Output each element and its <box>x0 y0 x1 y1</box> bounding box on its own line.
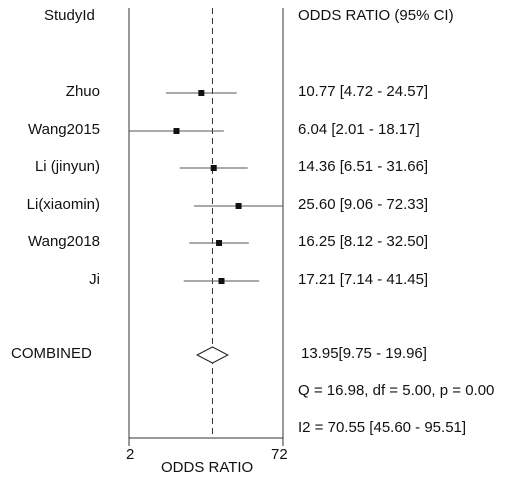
x-tick-max: 72 <box>271 446 288 463</box>
ci-text-4: 25.60 [9.06 - 72.33] <box>298 196 429 213</box>
heterogeneity-q: Q = 16.98, df = 5.00, p = 0.00 <box>298 382 495 399</box>
ci-text-6: 17.21 [7.14 - 41.45] <box>298 271 429 288</box>
heterogeneity-i2: I2 = 70.55 [45.60 - 95.51] <box>298 419 467 436</box>
x-axis-label: ODDS RATIO <box>161 459 254 476</box>
ci-text-5: 16.25 [8.12 - 32.50] <box>298 233 429 250</box>
ci-text-3: 14.36 [6.51 - 31.66] <box>298 158 429 175</box>
point-estimate-1 <box>198 90 205 96</box>
combined-label: COMBINED <box>11 345 92 362</box>
x-tick-min: 2 <box>126 446 135 463</box>
point-estimate-2 <box>173 128 180 134</box>
ci-text-1: 10.77 [4.72 - 24.57] <box>298 83 429 100</box>
study-label-6: Ji <box>89 271 100 288</box>
combined-ci-text: 13.95[9.75 - 19.96] <box>301 345 427 362</box>
study-label-4: Li(xiaomin) <box>26 196 100 213</box>
point-estimate-5 <box>216 240 223 246</box>
point-estimate-4 <box>235 203 242 209</box>
study-label-1: Zhuo <box>65 83 100 100</box>
combined-diamond <box>195 346 229 364</box>
study-header: StudyId <box>44 7 95 24</box>
study-label-5: Wang2018 <box>28 233 100 250</box>
study-label-3: Li (jinyun) <box>34 158 100 175</box>
point-estimate-3 <box>210 165 217 171</box>
ci-text-2: 6.04 [2.01 - 18.17] <box>298 121 420 138</box>
ci-header: ODDS RATIO (95% CI) <box>298 7 454 24</box>
study-label-2: Wang2015 <box>28 121 100 138</box>
point-estimate-6 <box>218 278 225 284</box>
